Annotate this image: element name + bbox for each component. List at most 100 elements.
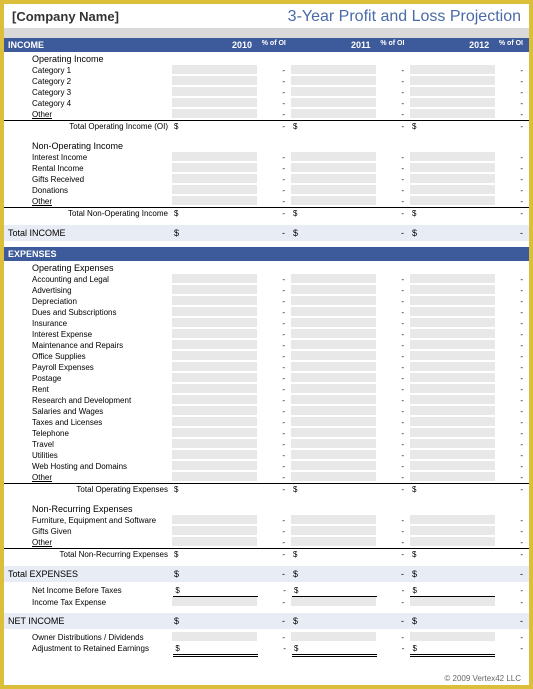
input-cell[interactable] <box>291 384 376 394</box>
input-cell[interactable] <box>410 384 495 394</box>
input-cell[interactable] <box>172 417 257 427</box>
input-cell[interactable] <box>291 351 376 361</box>
input-cell[interactable] <box>172 373 257 383</box>
input-cell[interactable] <box>410 515 495 525</box>
input-cell[interactable] <box>410 461 495 471</box>
input-cell[interactable] <box>172 65 257 75</box>
input-cell[interactable] <box>291 417 376 427</box>
input-cell[interactable] <box>172 395 257 405</box>
input-cell[interactable] <box>291 98 376 108</box>
input-cell[interactable] <box>410 174 495 184</box>
input-cell[interactable] <box>410 340 495 350</box>
input-cell[interactable] <box>291 472 376 482</box>
input-cell[interactable] <box>172 472 257 482</box>
input-cell[interactable] <box>172 362 257 372</box>
input-cell[interactable] <box>291 439 376 449</box>
input-cell[interactable] <box>410 417 495 427</box>
input-cell[interactable] <box>410 450 495 460</box>
input-cell[interactable] <box>410 406 495 416</box>
input-cell[interactable] <box>410 109 495 119</box>
input-cell[interactable] <box>291 450 376 460</box>
input-cell[interactable] <box>172 632 257 642</box>
input-cell[interactable] <box>291 152 376 162</box>
input-cell[interactable] <box>291 406 376 416</box>
input-cell[interactable] <box>410 163 495 173</box>
input-cell[interactable] <box>172 87 257 97</box>
input-cell[interactable] <box>410 196 495 206</box>
input-cell[interactable] <box>410 351 495 361</box>
input-cell[interactable] <box>291 362 376 372</box>
input-cell[interactable] <box>291 526 376 536</box>
input-cell[interactable] <box>291 597 376 607</box>
input-cell[interactable] <box>291 87 376 97</box>
input-cell[interactable] <box>291 274 376 284</box>
input-cell[interactable] <box>410 76 495 86</box>
input-cell[interactable] <box>410 98 495 108</box>
input-cell[interactable] <box>410 152 495 162</box>
input-cell[interactable] <box>172 318 257 328</box>
input-cell[interactable] <box>410 373 495 383</box>
input-cell[interactable] <box>291 307 376 317</box>
input-cell[interactable] <box>410 526 495 536</box>
input-cell[interactable] <box>291 632 376 642</box>
input-cell[interactable] <box>172 152 257 162</box>
input-cell[interactable] <box>172 597 257 607</box>
input-cell[interactable] <box>172 285 257 295</box>
input-cell[interactable] <box>172 340 257 350</box>
input-cell[interactable] <box>172 537 257 547</box>
input-cell[interactable] <box>291 185 376 195</box>
input-cell[interactable] <box>172 185 257 195</box>
input-cell[interactable] <box>410 537 495 547</box>
input-cell[interactable] <box>172 98 257 108</box>
input-cell[interactable] <box>410 318 495 328</box>
input-cell[interactable] <box>410 274 495 284</box>
input-cell[interactable] <box>410 307 495 317</box>
input-cell[interactable] <box>172 329 257 339</box>
input-cell[interactable] <box>410 329 495 339</box>
input-cell[interactable] <box>291 285 376 295</box>
input-cell[interactable] <box>291 329 376 339</box>
input-cell[interactable] <box>291 296 376 306</box>
input-cell[interactable] <box>172 296 257 306</box>
input-cell[interactable] <box>291 428 376 438</box>
input-cell[interactable] <box>172 439 257 449</box>
input-cell[interactable] <box>172 196 257 206</box>
input-cell[interactable] <box>172 109 257 119</box>
input-cell[interactable] <box>291 76 376 86</box>
input-cell[interactable] <box>410 285 495 295</box>
input-cell[interactable] <box>172 406 257 416</box>
input-cell[interactable] <box>291 373 376 383</box>
input-cell[interactable] <box>172 274 257 284</box>
input-cell[interactable] <box>410 632 495 642</box>
input-cell[interactable] <box>172 428 257 438</box>
input-cell[interactable] <box>172 163 257 173</box>
input-cell[interactable] <box>410 395 495 405</box>
input-cell[interactable] <box>172 351 257 361</box>
input-cell[interactable] <box>410 439 495 449</box>
input-cell[interactable] <box>172 307 257 317</box>
input-cell[interactable] <box>291 515 376 525</box>
input-cell[interactable] <box>291 109 376 119</box>
input-cell[interactable] <box>291 340 376 350</box>
input-cell[interactable] <box>291 537 376 547</box>
input-cell[interactable] <box>410 65 495 75</box>
input-cell[interactable] <box>172 76 257 86</box>
input-cell[interactable] <box>172 174 257 184</box>
input-cell[interactable] <box>410 185 495 195</box>
input-cell[interactable] <box>291 461 376 471</box>
input-cell[interactable] <box>172 515 257 525</box>
input-cell[interactable] <box>410 362 495 372</box>
input-cell[interactable] <box>291 65 376 75</box>
input-cell[interactable] <box>291 318 376 328</box>
input-cell[interactable] <box>291 174 376 184</box>
input-cell[interactable] <box>172 384 257 394</box>
input-cell[interactable] <box>172 526 257 536</box>
input-cell[interactable] <box>172 461 257 471</box>
input-cell[interactable] <box>410 87 495 97</box>
input-cell[interactable] <box>291 163 376 173</box>
input-cell[interactable] <box>410 597 495 607</box>
input-cell[interactable] <box>291 395 376 405</box>
input-cell[interactable] <box>172 450 257 460</box>
input-cell[interactable] <box>410 428 495 438</box>
input-cell[interactable] <box>291 196 376 206</box>
